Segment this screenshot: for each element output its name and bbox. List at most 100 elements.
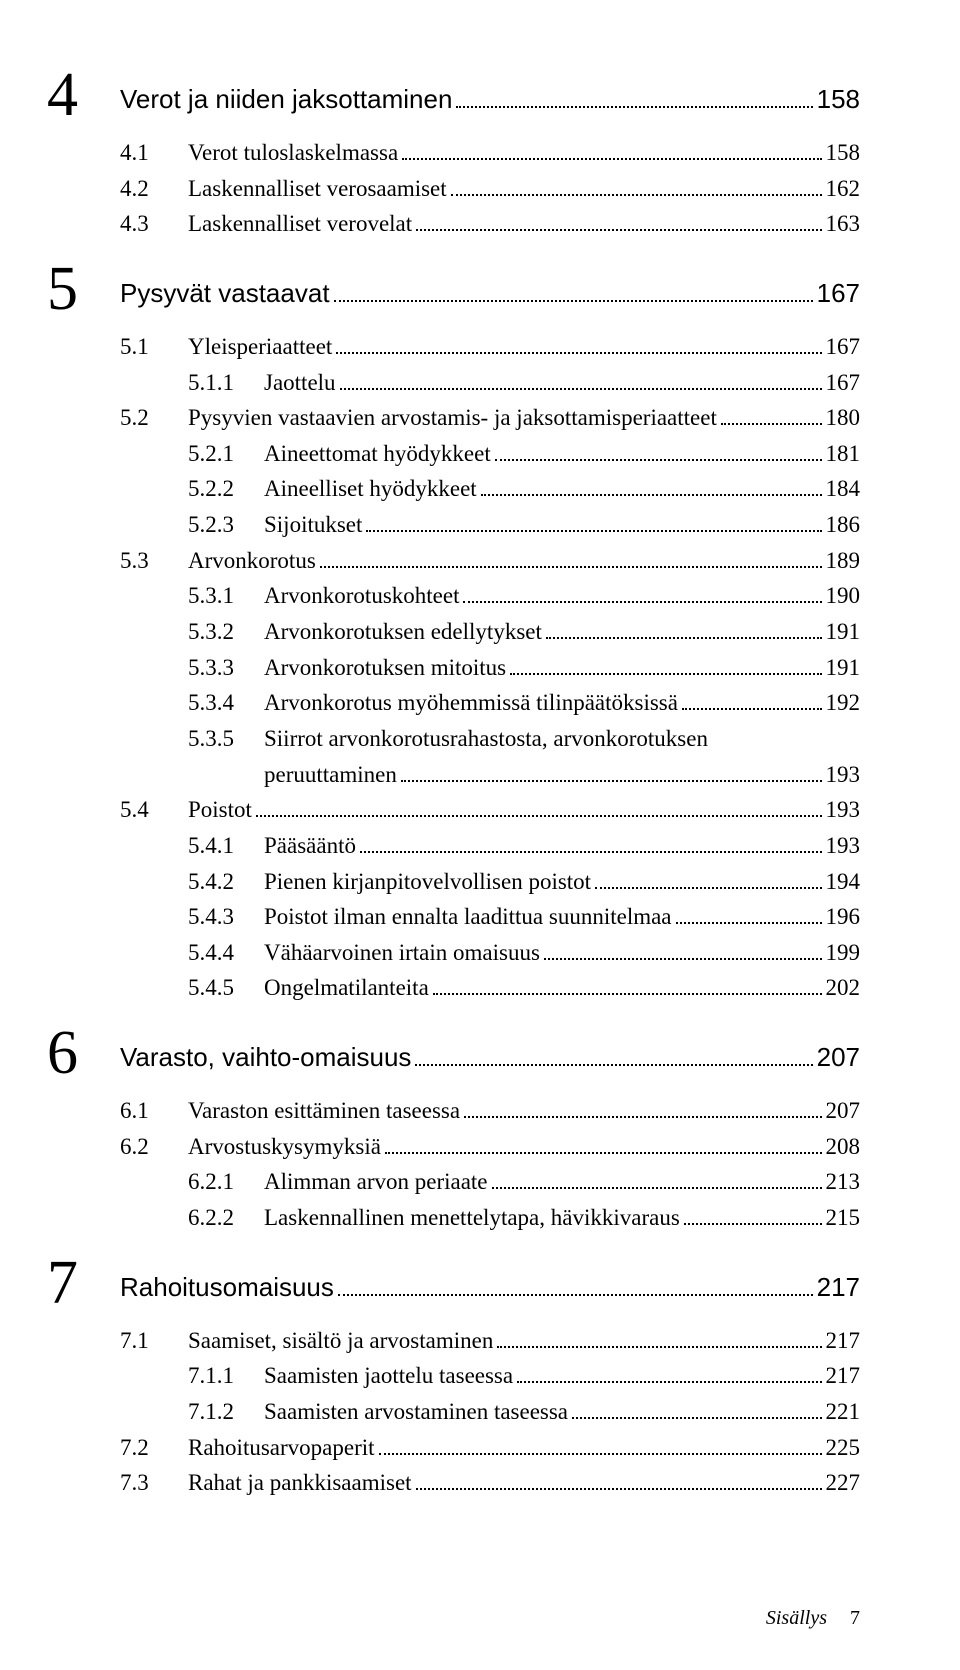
leader-dots [456,106,812,108]
toc-entry-page: 196 [826,899,861,935]
toc-entry: 6.2Arvostuskysymyksiä 208 [120,1129,860,1165]
toc-entry-text: Saamisten jaottelu taseessa [264,1358,513,1394]
toc-entry-text: Ongelmatilanteita [264,970,429,1006]
toc-entry-number: 5.1.1 [188,365,264,401]
toc-entry-number: 5.2.1 [188,436,264,472]
toc-entry: 6.2.1Alimman arvon periaate213 [120,1164,860,1200]
toc-entry-text: Arvonkorotus [188,543,316,579]
leader-dots [517,1381,821,1383]
leader-dots [676,922,822,924]
toc-entry-page: 189 [826,543,861,579]
toc-entry-page: 227 [826,1465,861,1501]
toc-entry-number: 5.4.1 [188,828,264,864]
chapter-block: 7Rahoitusomaisuus2177.1Saamiset, sisältö… [120,1272,860,1501]
toc-entry-text: Poistot [188,792,252,828]
leader-dots [385,1152,822,1154]
toc-entry-page: 225 [826,1430,861,1466]
toc-entry-wrap: peruuttaminen193 [120,757,860,793]
toc-entry-page: 162 [826,171,861,207]
toc-entry-number: 5.3.4 [188,685,264,721]
toc-entry-text: Arvostuskysymyksiä [188,1129,381,1165]
toc-entry: 5.2.3Sijoitukset186 [120,507,860,543]
chapter-heading: 7Rahoitusomaisuus217 [120,1272,860,1303]
chapter-title-row: Varasto, vaihto-omaisuus207 [120,1042,860,1073]
toc-entry: 7.1.2Saamisten arvostaminen taseessa221 [120,1394,860,1430]
toc-entry-text: Arvonkorotuksen mitoitus [264,650,506,686]
leader-dots [416,229,821,231]
toc-entry-page: 158 [826,135,861,171]
chapter-page: 217 [817,1272,860,1303]
toc-entry: 5.4.4Vähäarvoinen irtain omaisuus199 [120,935,860,971]
leader-dots [338,1294,813,1296]
toc-entry-number: 5.2.2 [188,471,264,507]
toc-entry-number: 7.2 [120,1430,188,1466]
chapter-title: Varasto, vaihto-omaisuus [120,1042,411,1073]
toc-entry-page: 213 [826,1164,861,1200]
toc-entry-page: 194 [826,864,861,900]
footer-page: 7 [850,1607,860,1629]
toc-entry-page: 191 [826,614,861,650]
toc-entry-number: 7.3 [120,1465,188,1501]
leader-dots [497,1346,821,1348]
leader-dots [401,780,822,782]
toc-entry-page: 208 [826,1129,861,1165]
leader-dots [334,300,813,302]
toc-entry: 5.2.1Aineettomat hyödykkeet181 [120,436,860,472]
toc-entry-text: Verot tuloslaskelmassa [188,135,398,171]
toc-entry-page: 163 [826,206,861,242]
toc-entry: 5.1Yleisperiaatteet 167 [120,329,860,365]
toc-entry-text: Pienen kirjanpitovelvollisen poistot [264,864,591,900]
toc-entry-number: 6.2 [120,1129,188,1165]
leader-dots [544,958,822,960]
toc-entry: 7.1.1Saamisten jaottelu taseessa217 [120,1358,860,1394]
chapter-page: 167 [817,278,860,309]
toc-entry: 5.4.1Pääsääntö193 [120,828,860,864]
toc-entry-number: 5.4.5 [188,970,264,1006]
chapter-title: Verot ja niiden jaksottaminen [120,84,452,115]
chapter-heading: 6Varasto, vaihto-omaisuus207 [120,1042,860,1073]
toc-entry-text: Varaston esittäminen taseessa [188,1093,460,1129]
toc-entry-page: 184 [826,471,861,507]
chapter-heading: 5Pysyvät vastaavat167 [120,278,860,309]
toc-entry-number: 5.3 [120,543,188,579]
toc-entry-number: 5.2.3 [188,507,264,543]
toc-entry-number: 7.1 [120,1323,188,1359]
chapter-title: Rahoitusomaisuus [120,1272,334,1303]
toc-entry-text: Arvonkorotus myöhemmissä tilinpäätöksiss… [264,685,678,721]
toc-entry: 5.3.3Arvonkorotuksen mitoitus191 [120,650,860,686]
toc-entry-page: 192 [826,685,861,721]
leader-dots [379,1453,822,1455]
toc-entry-page: 167 [826,329,861,365]
toc-entry: 4.2Laskennalliset verosaamiset162 [120,171,860,207]
leader-dots [320,566,822,568]
leader-dots [481,494,822,496]
leader-dots [721,423,822,425]
toc-entry-number: 7.1.1 [188,1358,264,1394]
toc-entry-text: Vähäarvoinen irtain omaisuus [264,935,540,971]
toc-entry: 5.3.2Arvonkorotuksen edellytykset191 [120,614,860,650]
toc-entry-number: 5.3.3 [188,650,264,686]
toc-entry-number: 5.1 [120,329,188,365]
chapter-block: 5Pysyvät vastaavat167 5.1Yleisperiaatteet… [120,278,860,1006]
toc-entry-page: 207 [826,1093,861,1129]
leader-dots [495,459,822,461]
footer-label: Sisällys [766,1607,827,1629]
toc-entry-text: Saamisten arvostaminen taseessa [264,1394,568,1430]
toc-entry-text: Rahat ja pankkisaamiset [188,1465,412,1501]
toc-entry-number: 5.4 [120,792,188,828]
toc-entry-number: 5.3.5 [188,721,264,757]
leader-dots [595,887,821,889]
toc-entry-text: Laskennallinen menettelytapa, hävikkivar… [264,1200,680,1236]
toc-entry: 6.2.2Laskennallinen menettelytapa, hävik… [120,1200,860,1236]
chapter-title-row: Rahoitusomaisuus 217 [120,1272,860,1303]
toc-entry-text: peruuttaminen [264,757,397,793]
toc-entry: 5.4.2Pienen kirjanpitovelvollisen poisto… [120,864,860,900]
chapter-page: 158 [817,84,860,115]
toc-entry-text: Yleisperiaatteet [188,329,332,365]
leader-dots [433,993,822,995]
toc-entry-page: 180 [826,400,861,436]
toc-entry: 4.1Verot tuloslaskelmassa158 [120,135,860,171]
leader-dots [451,194,822,196]
chapter-number: 6 [47,1022,78,1084]
leader-dots [682,708,822,710]
